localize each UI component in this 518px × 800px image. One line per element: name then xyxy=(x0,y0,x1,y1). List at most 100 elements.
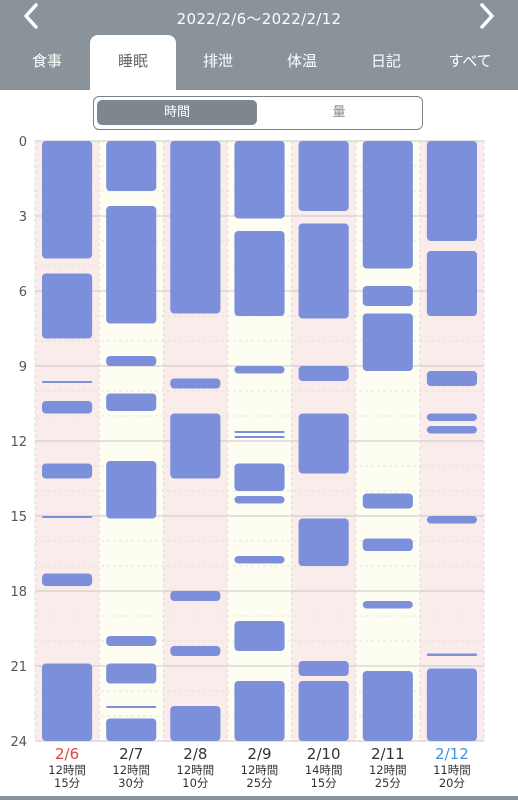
day-date-label: 2/6 xyxy=(55,745,79,763)
tab-all[interactable]: すべて xyxy=(448,52,492,70)
category-tabs: 食事 睡眠 排泄 体温 日記 すべて xyxy=(0,35,518,90)
day-total-hours: 14時間 xyxy=(305,763,343,777)
day-total-minutes: 15分 xyxy=(311,776,338,790)
sleep-segment-bar xyxy=(362,601,413,609)
sleep-segment-bar xyxy=(362,286,413,306)
tab-excretion[interactable]: 排泄 xyxy=(202,52,233,70)
y-tick-label: 12 xyxy=(10,435,27,450)
sleep-segment-bar xyxy=(234,621,285,651)
sleep-segment-bar xyxy=(234,431,285,433)
sleep-segment-bar xyxy=(170,378,221,389)
tab-meal[interactable]: 食事 xyxy=(31,52,62,70)
sleep-segment-bar xyxy=(426,251,477,316)
sleep-segment-bar xyxy=(42,273,93,339)
sleep-segment-bar xyxy=(234,556,285,564)
day-total-hours: 12時間 xyxy=(48,763,86,777)
sleep-segment-bar xyxy=(362,671,413,741)
day-total-hours: 12時間 xyxy=(112,763,150,777)
sleep-segment-bar xyxy=(234,496,285,504)
day-date-label: 2/10 xyxy=(307,745,341,763)
sleep-segment-bar xyxy=(106,356,157,366)
sleep-segment-bar xyxy=(234,366,285,374)
sleep-segment-bar xyxy=(426,371,477,386)
sleep-segment-bar xyxy=(106,706,157,708)
chevron-right-icon[interactable] xyxy=(470,2,500,30)
sleep-segment-bar xyxy=(42,381,93,383)
amount-mode-button[interactable]: 量 xyxy=(332,105,346,120)
sleep-segment-bar xyxy=(106,393,157,411)
footer-divider xyxy=(0,796,518,800)
y-tick-label: 15 xyxy=(10,510,27,525)
day-total-hours: 12時間 xyxy=(369,763,407,777)
day-total-minutes: 30分 xyxy=(118,776,145,790)
day-date-label: 2/7 xyxy=(119,745,143,763)
y-tick-label: 18 xyxy=(10,585,27,600)
time-mode-button[interactable]: 時間 xyxy=(97,100,257,125)
sleep-segment-bar xyxy=(42,463,93,479)
sleep-segment-bar xyxy=(170,706,221,741)
sleep-segment-bar xyxy=(298,681,349,741)
sleep-segment-bar xyxy=(42,573,93,586)
sleep-segment-bar xyxy=(234,463,285,491)
sleep-segment-bar xyxy=(426,141,477,241)
day-total-minutes: 25分 xyxy=(246,776,273,790)
y-tick-label: 24 xyxy=(10,735,27,750)
sleep-segment-bar xyxy=(42,141,93,259)
sleep-segment-bar xyxy=(298,223,349,319)
day-total-minutes: 10分 xyxy=(182,776,209,790)
sleep-segment-bar xyxy=(298,661,349,676)
sleep-segment-bar xyxy=(426,516,477,524)
sleep-segment-bar xyxy=(298,518,349,566)
sleep-segment-bar xyxy=(234,231,285,316)
tab-temperature[interactable]: 体温 xyxy=(286,52,317,70)
sleep-segment-bar xyxy=(234,141,285,219)
sleep-segment-bar xyxy=(426,426,477,434)
tab-diary[interactable]: 日記 xyxy=(370,52,401,70)
sleep-segment-bar xyxy=(298,366,349,381)
sleep-segment-bar xyxy=(42,401,93,414)
day-total-hours: 12時間 xyxy=(241,763,279,777)
sleep-segment-bar xyxy=(362,313,413,371)
y-tick-label: 0 xyxy=(19,135,27,150)
day-total-minutes: 15分 xyxy=(54,776,81,790)
sleep-segment-bar xyxy=(170,413,221,479)
sleep-segment-bar xyxy=(106,141,157,191)
sleep-segment-bar xyxy=(170,591,221,601)
day-total-minutes: 25分 xyxy=(375,776,402,790)
sleep-segment-bar xyxy=(106,663,157,684)
day-total-hours: 12時間 xyxy=(177,763,215,777)
header-bar: 2022/2/6～2022/2/12 食事 睡眠 排泄 体温 日記 すべて xyxy=(0,0,518,90)
sleep-segment-bar xyxy=(170,141,221,314)
day-date-label: 2/12 xyxy=(435,745,469,763)
sleep-segment-bar xyxy=(426,668,477,741)
view-mode-toggle: 時間 量 xyxy=(93,96,423,130)
date-range-label: 2022/2/6～2022/2/12 xyxy=(176,10,342,28)
day-date-label: 2/9 xyxy=(247,745,271,763)
sleep-segment-bar xyxy=(42,516,93,518)
chevron-left-icon[interactable] xyxy=(18,2,48,30)
y-tick-label: 3 xyxy=(19,210,27,225)
sleep-segment-bar xyxy=(362,493,413,509)
day-total-hours: 11時間 xyxy=(433,763,471,777)
sleep-segment-bar xyxy=(106,718,157,741)
sleep-segment-bar xyxy=(234,681,285,741)
day-date-label: 2/8 xyxy=(183,745,207,763)
sleep-segment-bar xyxy=(234,436,285,438)
y-tick-label: 9 xyxy=(19,360,27,375)
sleep-timeline-chart: 036912151821242/612時間15分2/712時間30分2/812時… xyxy=(10,135,485,790)
sleep-segment-bar xyxy=(170,646,221,656)
sleep-segment-bar xyxy=(426,413,477,421)
sleep-segment-bar xyxy=(362,538,413,551)
day-date-label: 2/11 xyxy=(371,745,405,763)
sleep-segment-bar xyxy=(298,141,349,211)
day-total-minutes: 20分 xyxy=(439,776,466,790)
y-tick-label: 6 xyxy=(19,285,27,300)
sleep-segment-bar xyxy=(298,413,349,474)
y-tick-label: 21 xyxy=(10,660,27,675)
sleep-segment-bar xyxy=(106,461,157,519)
sleep-segment-bar xyxy=(426,653,477,656)
tab-sleep[interactable]: 睡眠 xyxy=(90,35,176,90)
sleep-segment-bar xyxy=(106,206,157,324)
sleep-segment-bar xyxy=(42,663,93,741)
sleep-segment-bar xyxy=(106,636,157,646)
